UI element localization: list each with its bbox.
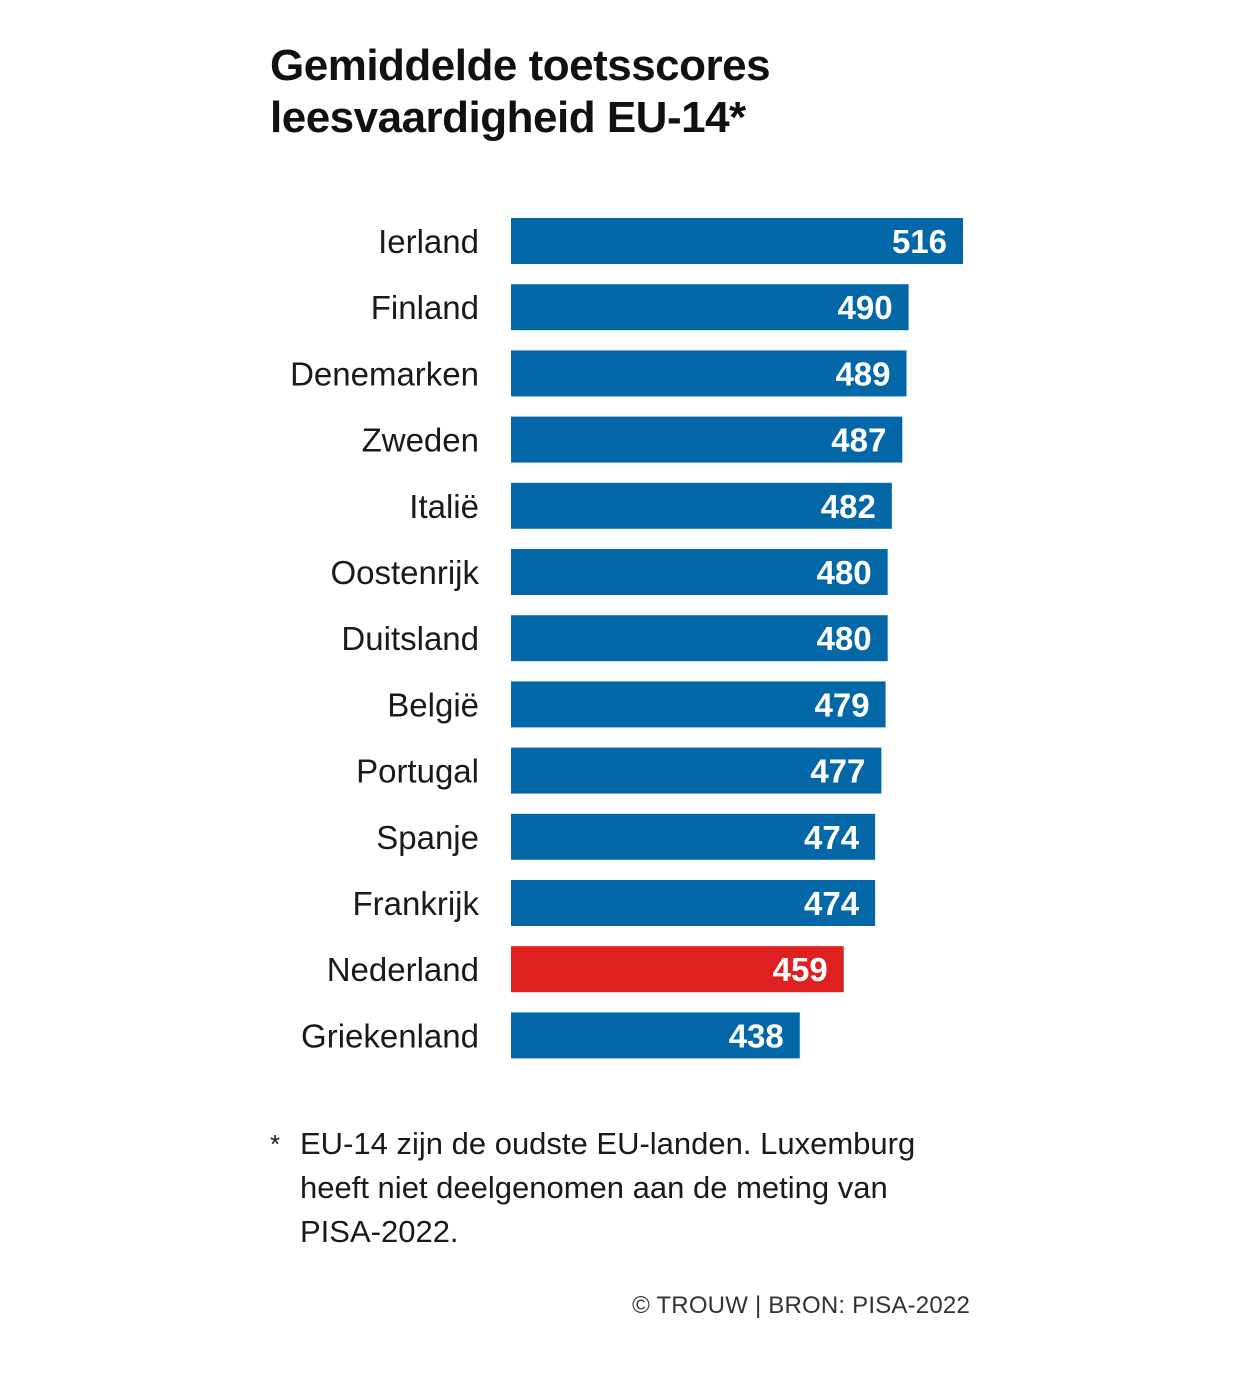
bar-portugal — [511, 747, 882, 794]
value-label-nederland: 459 — [773, 951, 828, 988]
category-label-ierland: Ierland — [378, 223, 479, 260]
bar-zweden — [511, 416, 903, 463]
bar-belgie — [511, 681, 886, 728]
value-label-ierland: 516 — [892, 223, 947, 260]
category-label-oostenrijk: Oostenrijk — [330, 554, 479, 591]
footnote-text: EU-14 zijn de oudste EU-landen. Luxembur… — [300, 1126, 916, 1249]
category-label-belgie: België — [387, 686, 479, 723]
footnote-marker: * — [270, 1129, 281, 1159]
value-label-zweden: 487 — [831, 422, 886, 459]
category-label-griekenland: Griekenland — [301, 1017, 479, 1054]
category-label-zweden: Zweden — [362, 422, 479, 459]
bar-ierland — [511, 218, 963, 264]
category-label-frankrijk: Frankrijk — [352, 885, 479, 922]
category-label-denemarken: Denemarken — [290, 355, 479, 392]
value-label-oostenrijk: 480 — [817, 554, 872, 591]
value-label-duitsland: 480 — [817, 620, 872, 657]
category-label-italie: Italië — [409, 488, 479, 525]
footnote: * EU-14 zijn de oudste EU-landen. Luxemb… — [270, 1122, 970, 1254]
category-label-finland: Finland — [371, 289, 479, 326]
category-label-duitsland: Duitsland — [341, 620, 479, 657]
chart-title-line-2: leesvaardigheid EU-14* — [270, 93, 746, 142]
value-label-portugal: 477 — [810, 753, 865, 790]
bar-oostenrijk — [511, 549, 888, 595]
bar-denemarken — [511, 350, 907, 397]
value-label-italie: 482 — [821, 488, 876, 525]
category-label-nederland: Nederland — [327, 951, 479, 988]
bar-frankrijk — [511, 880, 876, 926]
category-label-portugal: Portugal — [356, 753, 479, 790]
value-label-griekenland: 438 — [729, 1017, 784, 1054]
bar-finland — [511, 284, 909, 331]
source-credit: © TROUW | BRON: PISA-2022 — [632, 1292, 970, 1319]
bar-italie — [511, 482, 892, 529]
chart-title: Gemiddelde toetsscores leesvaardigheid E… — [270, 40, 771, 144]
bar-chart: Ierland 516 Finland 490 Denemarken 489 Zweden 4… — [290, 218, 963, 1059]
value-label-belgie: 479 — [815, 686, 870, 723]
value-label-frankrijk: 474 — [804, 885, 860, 922]
category-label-spanje: Spanje — [376, 819, 479, 856]
value-label-spanje: 474 — [804, 819, 860, 856]
bar-spanje — [511, 813, 876, 860]
value-label-finland: 490 — [838, 289, 893, 326]
bar-duitsland — [511, 615, 888, 662]
value-label-denemarken: 489 — [835, 355, 890, 392]
chart-title-line-1: Gemiddelde toetsscores — [270, 41, 771, 90]
bar-griekenland — [511, 1012, 800, 1059]
bar-nederland — [511, 946, 844, 993]
